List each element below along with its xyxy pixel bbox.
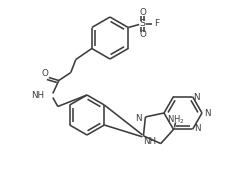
Text: NH$_2$: NH$_2$ (166, 113, 183, 126)
Text: NH: NH (31, 91, 44, 100)
Text: N: N (134, 114, 141, 123)
Text: F: F (153, 19, 158, 28)
Text: S: S (138, 19, 145, 28)
Text: NH: NH (142, 137, 155, 146)
Text: O: O (139, 30, 146, 39)
Text: N: N (192, 93, 199, 102)
Text: O: O (139, 8, 146, 17)
Text: N: N (203, 109, 209, 117)
Text: N: N (193, 124, 200, 133)
Text: O: O (41, 69, 48, 78)
